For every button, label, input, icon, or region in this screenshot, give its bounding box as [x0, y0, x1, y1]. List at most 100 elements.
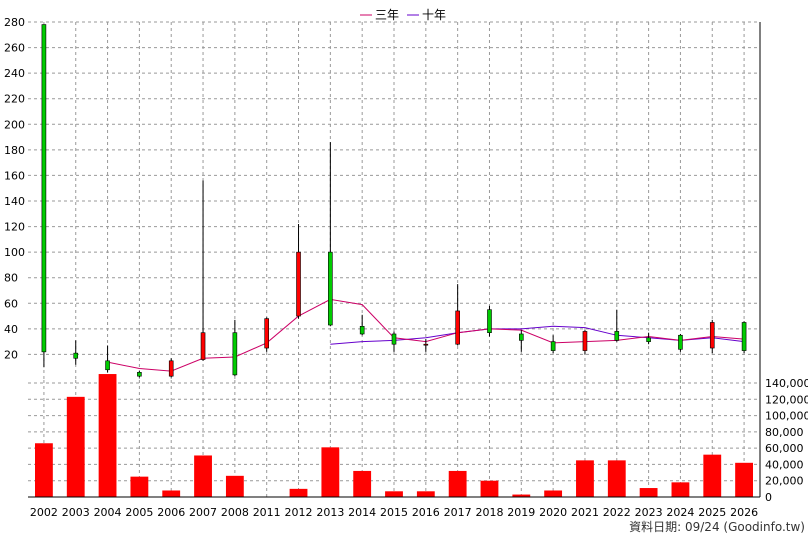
price-tick-label: 120 [4, 221, 25, 234]
x-tick-label: 2008 [221, 506, 249, 519]
x-tick-label: 2017 [444, 506, 472, 519]
candle-body [328, 251, 333, 326]
candle-body [264, 318, 269, 349]
price-tick-label: 80 [4, 272, 18, 285]
x-tick-label: 2021 [571, 506, 599, 519]
price-tick-label: 40 [4, 323, 18, 336]
price-tick-label: 100 [4, 246, 25, 259]
x-axis: 2002 2003 2004 2005 2006 2007 2008 2011 2012 2013… [30, 506, 758, 519]
x-tick-label: 2014 [348, 506, 376, 519]
volume-tick-label: 100,000 [765, 410, 808, 423]
volume-bar [225, 475, 244, 497]
candle-body [678, 334, 683, 350]
candle-body [709, 322, 715, 349]
candle-body [73, 352, 79, 359]
volume-bar [353, 470, 372, 497]
volume-bar [576, 460, 594, 497]
volume-bar [321, 447, 340, 497]
candle-body [296, 251, 301, 317]
x-tick-label: 2013 [316, 506, 344, 519]
x-tick-label: 2023 [635, 506, 663, 519]
ma10-legend-label: 十年 [422, 8, 446, 22]
candle-body [487, 309, 492, 333]
volume-bar [448, 470, 467, 497]
volume-bar [416, 491, 435, 497]
volume-bar [194, 455, 212, 497]
x-tick-label: 2002 [30, 506, 58, 519]
volume-tick-label: 140,000 [765, 377, 808, 390]
price-tick-label: 140 [4, 195, 25, 208]
ma3-legend-label: 三年 [375, 8, 399, 22]
source-credit: 資料日期: 09/24 (Goodinfo.tw) [629, 520, 805, 534]
candle-body [614, 331, 620, 341]
candle-body [582, 331, 588, 351]
plot-frames [28, 22, 761, 498]
x-tick-label: 2011 [253, 506, 281, 519]
volume-bar [703, 454, 722, 497]
candle-body [200, 332, 206, 360]
price-tick-label: 260 [4, 42, 25, 55]
candle-body [455, 310, 460, 345]
candle-body [105, 360, 110, 371]
volume-bar [130, 476, 149, 497]
x-tick-label: 2022 [603, 506, 631, 519]
volume-bar [480, 480, 499, 497]
price-tick-label: 240 [4, 67, 25, 80]
volume-bar [671, 482, 690, 497]
x-tick-label: 2007 [189, 506, 217, 519]
volume-tick-label: 60,000 [765, 442, 804, 455]
price-tick-label: 220 [4, 93, 25, 106]
price-tick-label: 160 [4, 169, 25, 182]
candle-body [423, 343, 429, 346]
chart-legend: 三年 十年 [360, 8, 446, 22]
volume-bar [66, 396, 85, 497]
x-tick-label: 2025 [698, 506, 726, 519]
x-tick-label: 2012 [285, 506, 313, 519]
x-tick-label: 2006 [157, 506, 185, 519]
candle-body [232, 332, 238, 376]
volume-bar [98, 374, 117, 497]
volume-bar [735, 462, 753, 497]
volume-tick-label: 0 [765, 491, 772, 504]
volume-bar [512, 494, 531, 497]
volume-tick-label: 20,000 [765, 475, 804, 488]
x-tick-label: 2024 [666, 506, 694, 519]
volume-bar [289, 488, 308, 497]
candle-body [519, 333, 524, 341]
price-tick-label: 200 [4, 118, 25, 131]
volume-tick-label: 80,000 [765, 426, 804, 439]
volume-bar [35, 443, 53, 497]
x-tick-label: 2004 [94, 506, 122, 519]
candle-body [741, 322, 747, 351]
x-tick-label: 2020 [539, 506, 567, 519]
candle-body [168, 360, 174, 377]
candle-body [41, 24, 47, 353]
volume-bar [544, 490, 563, 497]
x-tick-label: 2018 [475, 506, 503, 519]
candle-body [550, 341, 556, 351]
x-tick-label: 2026 [730, 506, 758, 519]
volume-bar [162, 490, 181, 497]
price-tick-label: 280 [4, 16, 25, 29]
volume-tick-label: 40,000 [765, 458, 804, 471]
volume-tick-label: 120,000 [765, 393, 808, 406]
candlesticks [41, 24, 747, 378]
x-tick-label: 2016 [412, 506, 440, 519]
volume-bars [35, 374, 753, 497]
x-tick-label: 2005 [125, 506, 153, 519]
price-axis: 20 40 60 80 100 120 140 160 180 200 220 240 260 280 [4, 16, 25, 361]
candle-body [359, 325, 365, 335]
candle-body [391, 333, 397, 345]
candle-body [137, 372, 142, 377]
price-tick-label: 20 [4, 348, 18, 361]
candle-body [646, 337, 651, 342]
volume-axis: 0 20,000 40,000 60,000 80,000 100,000 120,000 1… [765, 377, 808, 504]
volume-bar [639, 488, 658, 497]
volume-bar [385, 491, 403, 497]
x-tick-label: 2003 [62, 506, 90, 519]
price-grid [28, 21, 760, 380]
price-tick-label: 180 [4, 144, 25, 157]
x-tick-label: 2015 [380, 506, 408, 519]
volume-bar [607, 460, 626, 497]
